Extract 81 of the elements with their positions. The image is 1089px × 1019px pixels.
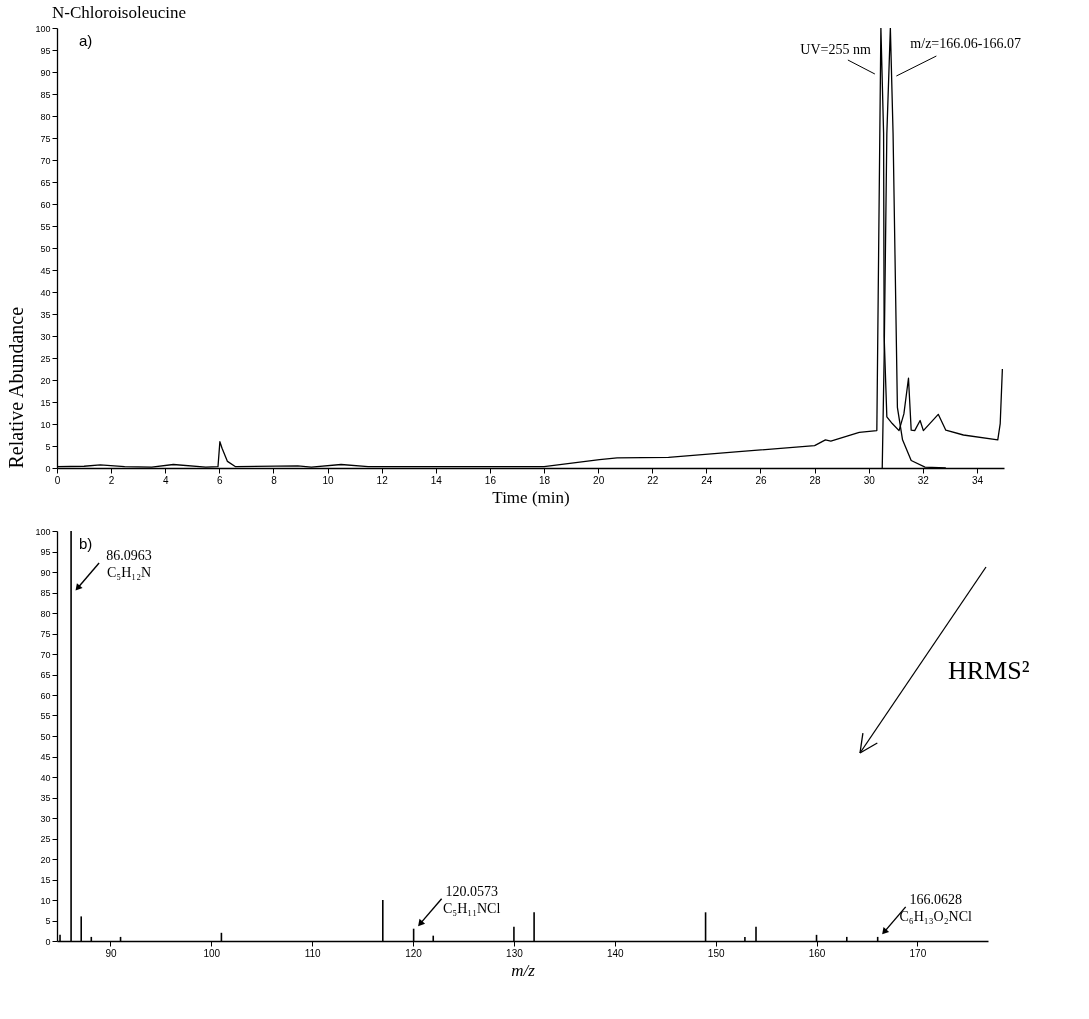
y-tick-label: 60 [40,690,51,701]
x-tick-label: 28 [809,474,822,486]
y-tick-label: 25 [40,353,51,364]
series-label: m/z=166.06-166.07 [910,36,1021,51]
x-axis-title: Time (min) [492,487,570,507]
x-tick-label: 6 [217,474,224,486]
annotation: b) [79,535,93,552]
y-tick-label: 40 [40,287,51,298]
y-axis-title: Relative Abundance [5,306,28,469]
y-tick-label: 100 [35,526,51,537]
x-tick-label: 170 [909,947,927,959]
x-tick-label: 24 [701,474,713,486]
x-tick-label: 4 [162,474,169,486]
x-tick-label: 10 [322,474,335,486]
x-tick-label: 26 [755,474,767,486]
y-tick-label: 85 [40,89,51,100]
x-tick-label: 16 [484,474,497,486]
x-tick-label: 18 [538,474,551,486]
y-tick-label: 80 [40,608,51,619]
x-tick-label: 90 [105,947,117,959]
x-tick-label: 160 [808,947,826,959]
y-tick-label: 55 [40,221,51,232]
y-tick-label: 60 [40,199,51,210]
y-tick-label: 30 [40,331,51,342]
y-tick-label: 90 [40,67,51,78]
y-tick-label: 25 [40,834,51,844]
x-tick-label: 140 [606,947,625,959]
x-axis-title: m/z [511,960,536,980]
y-tick-label: 15 [40,397,51,408]
y-tick-label: 95 [40,547,51,557]
x-tick-label: 0 [54,474,61,486]
y-tick-label: 100 [35,23,51,34]
chart-title: N-Chloroisoleucine [51,3,187,22]
x-tick-label: 12 [376,474,389,486]
y-tick-label: 80 [40,111,51,122]
y-tick-label: 55 [40,711,51,721]
x-tick-label: 32 [917,474,930,486]
x-tick-label: 22 [647,474,659,486]
y-tick-label: 5 [45,441,51,452]
y-tick-label: 90 [40,567,51,578]
y-tick-label: 35 [40,309,51,320]
y-tick-label: 15 [40,875,51,885]
y-tick-label: 40 [40,772,51,783]
x-tick-label: 8 [271,474,278,486]
y-tick-label: 50 [40,243,51,254]
annotation: HRMS² [948,656,1030,685]
y-tick-label: 65 [40,670,51,680]
annotation: 166.0628 C₆H₁₃O₂NCl [899,891,972,924]
y-tick-label: 45 [40,265,51,276]
series-label: UV=255 nm [800,42,871,57]
x-tick-label: 30 [863,474,876,486]
y-tick-label: 20 [40,375,51,386]
annotation: 120.0573 C₅H₁₁NCl [442,883,501,916]
x-tick-label: 130 [506,947,524,959]
x-tick-label: 14 [430,474,443,486]
x-tick-label: 150 [707,947,725,959]
x-tick-label: 110 [304,947,322,959]
x-tick-label: 2 [108,474,115,486]
y-tick-label: 75 [40,629,51,639]
x-tick-label: 100 [203,947,221,959]
y-tick-label: 10 [40,419,51,430]
x-tick-label: 120 [405,947,423,959]
y-tick-label: 10 [40,895,51,906]
y-tick-label: 30 [40,813,51,824]
y-tick-label: 50 [40,731,51,742]
y-tick-label: 70 [40,155,51,166]
y-tick-label: 35 [40,793,51,803]
y-tick-label: 5 [45,916,51,926]
x-tick-label: 20 [593,474,605,486]
y-tick-label: 0 [45,936,51,947]
y-tick-label: 85 [40,588,51,598]
annotation: 86.0963 C₅H₁₂N [106,548,152,580]
x-tick-label: 34 [971,474,984,486]
y-tick-label: 45 [40,752,51,762]
annotation: a) [79,32,93,49]
y-tick-label: 0 [45,463,51,474]
y-tick-label: 20 [40,854,51,865]
y-tick-label: 65 [40,177,51,188]
y-tick-label: 75 [40,133,51,144]
y-tick-label: 95 [40,45,51,56]
y-tick-label: 70 [40,649,51,660]
